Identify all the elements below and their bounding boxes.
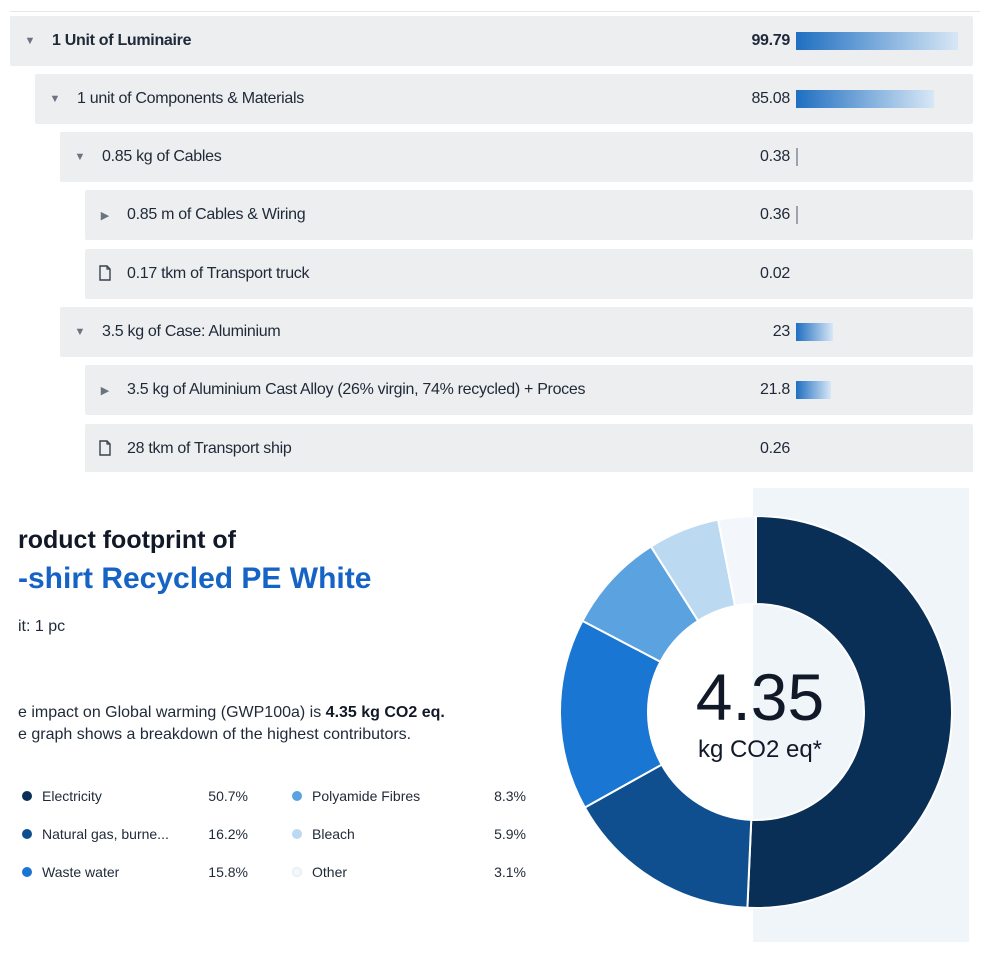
donut-slice[interactable] [746, 516, 953, 909]
collapse-triangle-icon[interactable]: ▼ [74, 326, 86, 338]
legend-label: Electricity [42, 788, 102, 804]
tree-row-value: 0.38 [760, 148, 790, 165]
impact-prefix: e impact on Global warming (GWP100a) is [18, 704, 326, 721]
tree-row[interactable]: 28 tkm of Transport ship 0.26 [85, 424, 973, 472]
collapse-triangle-icon[interactable]: ▼ [24, 35, 36, 47]
card-title: roduct footprint of [18, 526, 236, 554]
impact-suffix: e graph shows a breakdown of the highest… [18, 726, 412, 743]
tree-row[interactable]: ▶ 3.5 kg of Aluminium Cast Alloy (26% vir… [85, 365, 973, 415]
legend-label: Natural gas, burne... [42, 826, 169, 842]
tree-row-label: 0.17 tkm of Transport truck [127, 265, 310, 282]
product-footprint-card: roduct footprint of -shirt Recycled PE W… [0, 474, 981, 965]
tree-row[interactable]: ▼ 3.5 kg of Case: Aluminium 23 [60, 307, 973, 357]
legend-dot [292, 791, 302, 801]
tree-row[interactable]: ▼ 1 unit of Components & Materials 85.08 [35, 74, 973, 124]
legend-percentage: 50.7% [208, 788, 248, 804]
legend-dot [292, 829, 302, 839]
legend-item: Waste water 15.8% [22, 862, 248, 882]
contribution-bar [796, 148, 798, 166]
document-icon [99, 440, 111, 456]
legend-dot [292, 867, 302, 877]
legend-dot [22, 829, 32, 839]
legend-dot [22, 867, 32, 877]
legend-item: Electricity 50.7% [22, 786, 248, 806]
contribution-bar [796, 323, 834, 341]
legend-dot [22, 791, 32, 801]
legend-percentage: 15.8% [208, 864, 248, 880]
legend-label: Polyamide Fibres [312, 788, 421, 804]
legend-label: Waste water [42, 864, 120, 880]
contribution-bar [796, 381, 832, 399]
legend-percentage: 3.1% [494, 864, 526, 880]
tree-row-value: 21.8 [760, 381, 790, 398]
tree-row[interactable]: ▼ 1 Unit of Luminaire 99.79 [10, 16, 973, 66]
tree-row-value: 0.36 [760, 206, 790, 223]
tree-row-value: 0.26 [760, 440, 790, 457]
legend-item: Natural gas, burne... 16.2% [22, 824, 248, 844]
legend-label: Other [312, 864, 348, 880]
donut-slice[interactable] [716, 516, 757, 608]
tree-row-value: 85.08 [751, 90, 790, 107]
donut-center-value: 4.35 [695, 660, 825, 734]
tree-row-value: 0.02 [760, 265, 790, 282]
donut-center-unit: kg CO2 eq* [697, 736, 823, 763]
tree-row-label: 1 unit of Components & Materials [77, 90, 304, 107]
tree-row-label: 28 tkm of Transport ship [127, 440, 292, 457]
tree-row[interactable]: 0.17 tkm of Transport truck 0.02 [85, 249, 973, 299]
legend-percentage: 8.3% [494, 788, 526, 804]
legend-item: Other 3.1% [292, 862, 526, 882]
impact-value: 4.35 kg CO2 eq. [325, 704, 445, 721]
tree-row[interactable]: ▼ 0.85 kg of Cables 0.38 [60, 132, 973, 182]
product-name: -shirt Recycled PE White [18, 562, 372, 595]
tree-row-value: 99.79 [751, 32, 790, 49]
tree-row-label: 1 Unit of Luminaire [52, 32, 192, 49]
tree-row-label: 3.5 kg of Case: Aluminium [102, 323, 281, 340]
tree-header-divider [10, 0, 980, 12]
document-icon [99, 265, 111, 281]
impact-description: e impact on Global warming (GWP100a) is … [18, 702, 445, 746]
tree-row-label: 0.85 m of Cables & Wiring [127, 206, 306, 223]
collapse-triangle-icon[interactable]: ▼ [49, 93, 61, 105]
contribution-bar [796, 32, 958, 50]
expand-triangle-icon[interactable]: ▶ [100, 384, 110, 397]
contribution-tree-panel: ▼ 1 Unit of Luminaire 99.79 ▼ 1 unit of Comp… [10, 0, 980, 472]
legend-item: Polyamide Fibres 8.3% [292, 786, 526, 806]
tree-row[interactable]: ▶ 0.85 m of Cables & Wiring 0.36 [85, 190, 973, 240]
tree-row-label: 0.85 kg of Cables [102, 148, 222, 165]
donut-slice[interactable] [583, 763, 753, 909]
collapse-triangle-icon[interactable]: ▼ [74, 151, 86, 163]
legend-percentage: 5.9% [494, 826, 526, 842]
legend-item: Bleach 5.9% [292, 824, 526, 844]
unit-line: it: 1 pc [18, 618, 66, 635]
contribution-bar [796, 90, 934, 108]
tree-row-label: 3.5 kg of Aluminium Cast Alloy (26% virg… [127, 381, 586, 398]
tree-row-value: 23 [772, 323, 791, 340]
contribution-bar [796, 206, 798, 224]
expand-triangle-icon[interactable]: ▶ [100, 209, 110, 222]
legend-percentage: 16.2% [208, 826, 248, 842]
donut-chart [560, 516, 953, 909]
legend-label: Bleach [312, 826, 355, 842]
